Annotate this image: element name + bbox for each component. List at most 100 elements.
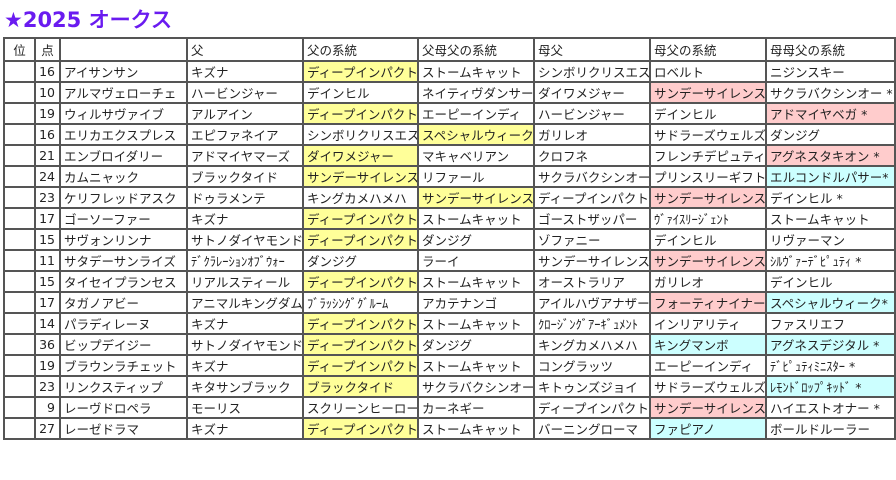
- cell-sire-dam-sire-line: ストームキャット: [417, 354, 535, 377]
- table-row: 9 レーヴドロペラ モーリス スクリーンヒーロー カーネギー ディープインパクト サンデーサ…: [3, 396, 896, 419]
- cell-rank: [3, 102, 36, 125]
- cell-points: 19: [34, 102, 61, 125]
- cell-horse-name: エンブロイダリー: [59, 144, 188, 167]
- cell-sire-line: ディープインパクト: [302, 270, 419, 293]
- cell-sire-dam-sire-line: ストームキャット: [417, 417, 535, 440]
- table-row: 14 パラディレーヌ キズナ ディープインパクト ストームキャット ｸﾛｰｼﾞﾝｸﾞｱｰｷ…: [3, 312, 896, 335]
- cell-sire-dam-sire-line: ストームキャット: [417, 270, 535, 293]
- cell-sire-dam-sire-line: リファール: [417, 165, 535, 188]
- oaks-pedigree-table: 位点父父の系統 父母父の系統 母父 母父の系統 母母父の系統 16 アイサンサン キズナ ディ…: [3, 37, 896, 440]
- cell-dam-sire: コングラッツ: [533, 354, 651, 377]
- cell-rank: [3, 270, 36, 293]
- cell-horse-name: サヴォンリンナ: [59, 228, 188, 251]
- cell-points: 9: [34, 396, 61, 419]
- cell-sire-line: キングカメハメハ: [302, 186, 419, 209]
- cell-rank: [3, 81, 36, 104]
- cell-rank: [3, 312, 36, 335]
- cell-sire-line: ﾌﾞﾗｯｼﾝｸﾞｸﾞﾙｰﾑ: [302, 291, 419, 314]
- cell-dam-sire-line: デインヒル: [649, 228, 767, 251]
- cell-dam-sire: ガリレオ: [533, 123, 651, 146]
- cell-dam-sire: ディープインパクト: [533, 186, 651, 209]
- cell-sire-dam-sire-line: ストームキャット: [417, 312, 535, 335]
- cell-sire-dam-sire-line: ストームキャット: [417, 60, 535, 83]
- cell-sire-line: ブラックタイド: [302, 375, 419, 398]
- cell-rank: [3, 60, 36, 83]
- cell-sire-dam-sire-line: サクラバクシンオー: [417, 375, 535, 398]
- cell-points: 16: [34, 123, 61, 146]
- cell-rank: [3, 249, 36, 272]
- table-row: 11 サタデーサンライズ ﾃﾞｸﾗﾚｰｼｮﾝｵﾌﾞｳｫｰ ダンジグ ラーイ サンデーサイレ…: [3, 249, 896, 272]
- cell-horse-name: カムニャック: [59, 165, 188, 188]
- cell-sire-dam-sire-line: ストームキャット: [417, 207, 535, 230]
- cell-points: 23: [34, 375, 61, 398]
- cell-sire: ブラックタイド: [186, 165, 304, 188]
- header-rank: 位: [3, 37, 36, 62]
- cell-horse-name: ビップデイジー: [59, 333, 188, 356]
- cell-sire-dam-sire-line: ダンジグ: [417, 228, 535, 251]
- table-row: 23 リンクスティップ キタサンブラック ブラックタイド サクラバクシンオー キトゥンズジ…: [3, 375, 896, 398]
- cell-dam-dam-sire-line: サクラバクシンオー *: [765, 81, 896, 104]
- cell-dam-dam-sire-line: アグネスタキオン *: [765, 144, 896, 167]
- cell-horse-name: タイセイプランセス: [59, 270, 188, 293]
- cell-dam-sire: サンデーサイレンス: [533, 249, 651, 272]
- cell-dam-sire: ゴーストザッパー: [533, 207, 651, 230]
- cell-sire-line: ディープインパクト: [302, 354, 419, 377]
- cell-dam-dam-sire-line: ｼﾙｳﾞｧｰﾃﾞﾋﾟｭﾃｨ *: [765, 249, 896, 272]
- table-row: 15 サヴォンリンナ サトノダイヤモンド ディープインパクト ダンジグ ゾファニー デインヒ…: [3, 228, 896, 251]
- cell-points: 17: [34, 207, 61, 230]
- cell-horse-name: ウィルサヴァイブ: [59, 102, 188, 125]
- cell-points: 10: [34, 81, 61, 104]
- cell-dam-sire-line: ｳﾞｧｲｽﾘｰｼﾞｪﾝﾄ: [649, 207, 767, 230]
- cell-sire-line: ディープインパクト: [302, 228, 419, 251]
- cell-points: 14: [34, 312, 61, 335]
- cell-sire: サトノダイヤモンド: [186, 228, 304, 251]
- cell-dam-dam-sire-line: エルコンドルパサー*: [765, 165, 896, 188]
- cell-points: 15: [34, 228, 61, 251]
- cell-sire-dam-sire-line: ダンジグ: [417, 333, 535, 356]
- cell-rank: [3, 144, 36, 167]
- cell-horse-name: アイサンサン: [59, 60, 188, 83]
- cell-sire: ﾃﾞｸﾗﾚｰｼｮﾝｵﾌﾞｳｫｰ: [186, 249, 304, 272]
- header-sire-dam-sire-line: 父母父の系統: [417, 37, 535, 62]
- cell-dam-sire: アイルハヴアナザー: [533, 291, 651, 314]
- header-points: 点: [34, 37, 61, 62]
- cell-points: 17: [34, 291, 61, 314]
- cell-rank: [3, 354, 36, 377]
- cell-dam-dam-sire-line: スペシャルウィーク*: [765, 291, 896, 314]
- cell-dam-sire-line: サンデーサイレンス: [649, 81, 767, 104]
- cell-dam-sire-line: インリアリティ: [649, 312, 767, 335]
- cell-dam-dam-sire-line: リヴァーマン: [765, 228, 896, 251]
- cell-dam-sire: ｸﾛｰｼﾞﾝｸﾞｱｰｷﾞｭﾒﾝﾄ: [533, 312, 651, 335]
- cell-horse-name: アルマヴェローチェ: [59, 81, 188, 104]
- table-row: 15 タイセイプランセス リアルスティール ディープインパクト ストームキャット オースト…: [3, 270, 896, 293]
- cell-dam-dam-sire-line: ﾚﾓﾝﾄﾞﾛｯﾌﾟｷｯﾄﾞ *: [765, 375, 896, 398]
- cell-dam-sire-line: キングマンボ: [649, 333, 767, 356]
- table-row: 17 タガノアビー アニマルキングダム ﾌﾞﾗｯｼﾝｸﾞｸﾞﾙｰﾑ アカテナンゴ アイルハ…: [3, 291, 896, 314]
- table-row: 36 ビップデイジー サトノダイヤモンド ディープインパクト ダンジグ キングカメハメハキ…: [3, 333, 896, 356]
- cell-dam-sire-line: デインヒル: [649, 102, 767, 125]
- cell-dam-dam-sire-line: ハイエストオナー *: [765, 396, 896, 419]
- cell-sire-line: ダンジグ: [302, 249, 419, 272]
- cell-sire: アドマイヤマーズ: [186, 144, 304, 167]
- table-row: 17 ゴーソーファー キズナ ディープインパクト ストームキャット ゴーストザッパー ｳﾞｧ…: [3, 207, 896, 230]
- cell-points: 23: [34, 186, 61, 209]
- cell-dam-sire-line: サドラーズウェルズ: [649, 375, 767, 398]
- cell-dam-sire-line: サドラーズウェルズ: [649, 123, 767, 146]
- header-horse-name: [59, 37, 188, 62]
- cell-dam-dam-sire-line: ダンジグ: [765, 123, 896, 146]
- cell-horse-name: ケリフレッドアスク: [59, 186, 188, 209]
- header-sire-line: 父の系統: [302, 37, 419, 62]
- cell-sire-line: シンボリクリスエス: [302, 123, 419, 146]
- cell-horse-name: タガノアビー: [59, 291, 188, 314]
- table-row: 19 ウィルサヴァイブ アルアイン ディープインパクト エーピーインディ ハービンジャーデ…: [3, 102, 896, 125]
- cell-sire: キズナ: [186, 354, 304, 377]
- cell-dam-sire-line: ロベルト: [649, 60, 767, 83]
- table-row: 16 アイサンサン キズナ ディープインパクト ストームキャット シンボリクリスエス ロベル…: [3, 60, 896, 83]
- cell-sire-line: ディープインパクト: [302, 333, 419, 356]
- cell-dam-sire: ハービンジャー: [533, 102, 651, 125]
- cell-dam-dam-sire-line: ﾃﾞﾋﾟｭﾃｨﾐﾆｽﾀｰ *: [765, 354, 896, 377]
- cell-dam-sire-line: エーピーインディ: [649, 354, 767, 377]
- cell-sire-line: サンデーサイレンス: [302, 165, 419, 188]
- cell-rank: [3, 396, 36, 419]
- cell-horse-name: レーゼドラマ: [59, 417, 188, 440]
